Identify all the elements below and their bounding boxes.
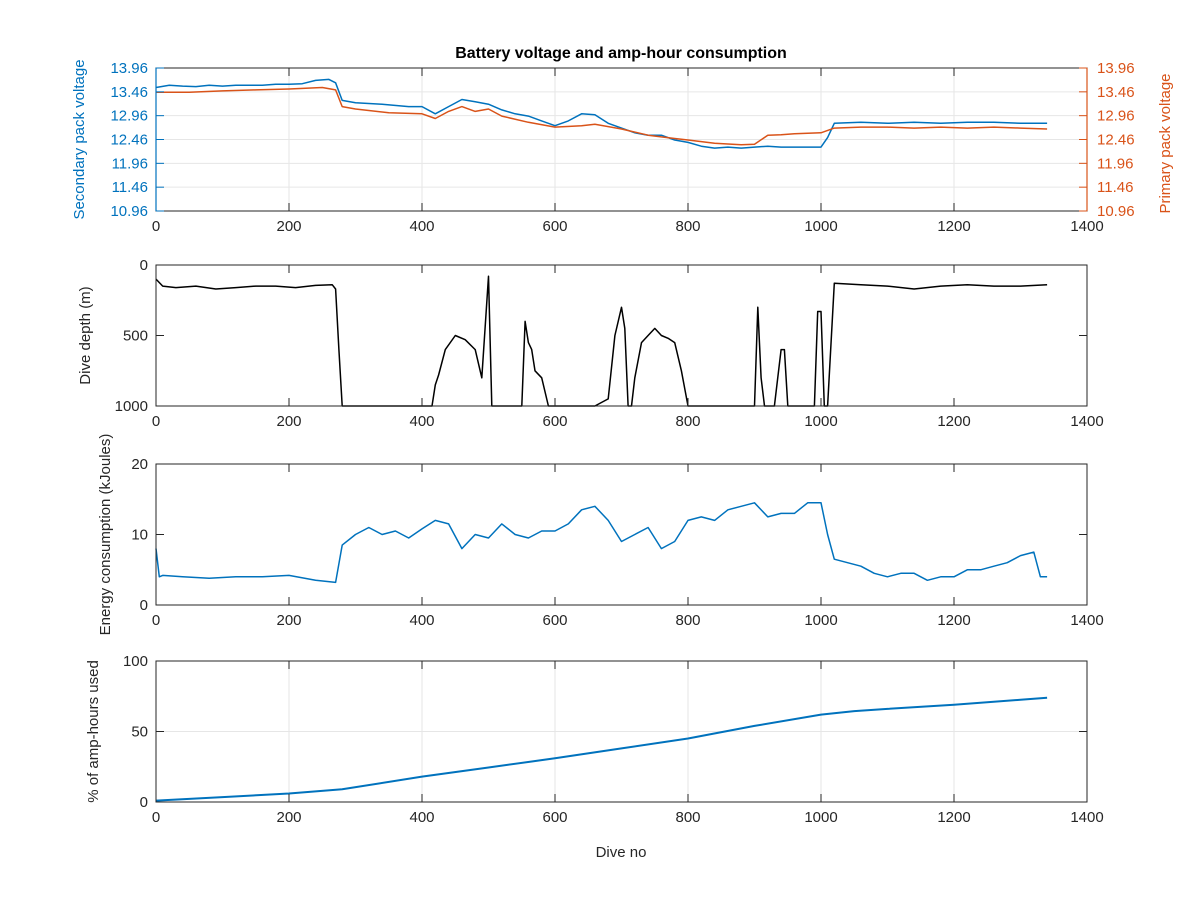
x-tick-label: 0	[152, 612, 160, 629]
axes-background	[156, 464, 1087, 605]
y-tick-label: 13.96	[110, 60, 148, 77]
y-tick-label-right: 12.46	[1097, 132, 1135, 149]
x-tick-label: 1400	[1070, 218, 1103, 235]
y-tick-label: 10	[131, 527, 148, 544]
x-tick-label: 1200	[937, 413, 970, 430]
x-tick-label: 1200	[937, 612, 970, 629]
x-tick-label: 1000	[804, 218, 837, 235]
x-tick-label: 400	[409, 809, 434, 826]
x-tick-label: 200	[276, 809, 301, 826]
y-tick-label: 500	[123, 328, 148, 345]
y-tick-label: 12.46	[110, 132, 148, 149]
y-tick-label: 20	[131, 456, 148, 473]
series-line-1	[155, 502, 1048, 584]
y-tick-label: 11.96	[112, 155, 148, 172]
y-tick-label: 1000	[115, 398, 148, 415]
x-tick-label: 0	[152, 413, 160, 430]
x-tick-label: 1400	[1070, 612, 1103, 629]
y-axis-label-right: Primary pack voltage	[1157, 73, 1174, 213]
x-tick-label: 800	[675, 809, 700, 826]
y-tick-label: 11.46	[112, 179, 148, 196]
x-tick-label: 600	[542, 612, 567, 629]
y-tick-label-right: 10.96	[1097, 203, 1135, 220]
subplot-2: 0 200 400 600 800 1000 1200 1400 0 500 1000 Dive de…	[77, 257, 1104, 430]
subplot-4: 0 200 400 600 800 1000 1200 1400 0 50 100 % of amp-…	[85, 653, 1104, 826]
x-tick-label: 400	[409, 218, 434, 235]
x-tick-label: 600	[542, 218, 567, 235]
x-tick-label: 1400	[1070, 809, 1103, 826]
y-axis-label: Dive depth (m)	[77, 286, 94, 384]
y-tick-label-right: 13.96	[1097, 60, 1135, 77]
y-axis-label: Secondary pack voltage	[71, 59, 88, 219]
y-tick-label-right: 11.46	[1097, 179, 1133, 196]
y-tick-label: 0	[140, 794, 148, 811]
y-axis-label: Energy consumption (kJoules)	[97, 434, 114, 636]
x-axis-label: Dive no	[596, 844, 647, 861]
x-tick-label: 0	[152, 809, 160, 826]
y-tick-label-right: 11.96	[1097, 155, 1133, 172]
x-tick-label: 1200	[937, 809, 970, 826]
y-tick-label: 0	[140, 257, 148, 274]
x-tick-label: 1200	[937, 218, 970, 235]
x-tick-label: 600	[542, 809, 567, 826]
x-tick-label: 1000	[804, 809, 837, 826]
subplot-3: 0 200 400 600 800 1000 1200 1400 0 10 20 Energy con…	[97, 434, 1104, 636]
y-tick-label-right: 13.46	[1097, 84, 1135, 101]
axes-background	[156, 265, 1087, 406]
y-tick-label-right: 12.96	[1097, 108, 1135, 125]
y-tick-label: 12.96	[110, 108, 148, 125]
x-tick-label: 400	[409, 413, 434, 430]
y-tick-label: 10.96	[110, 203, 148, 220]
y-tick-label: 13.46	[110, 84, 148, 101]
plot-area: 0 200 400 600 800 1000 1200 140013.9613.4612.96…	[71, 59, 1174, 826]
x-tick-label: 1400	[1070, 413, 1103, 430]
x-tick-label: 400	[409, 612, 434, 629]
subplot-1: 0 200 400 600 800 1000 1200 1400 13.96 13.46 12.96…	[71, 59, 1174, 235]
x-tick-label: 800	[675, 413, 700, 430]
y-tick-label: 50	[131, 724, 148, 741]
x-tick-label: 1000	[804, 612, 837, 629]
series-line-2	[156, 86, 1048, 146]
x-tick-label: 1000	[804, 413, 837, 430]
chart-title: Battery voltage and amp-hour consumption	[455, 45, 787, 62]
x-tick-label: 200	[276, 218, 301, 235]
series-line-1	[155, 78, 1048, 149]
x-tick-label: 200	[276, 413, 301, 430]
x-tick-label: 800	[675, 612, 700, 629]
x-tick-label: 0	[152, 218, 160, 235]
y-tick-label: 100	[123, 653, 148, 670]
x-tick-label: 200	[276, 612, 301, 629]
x-tick-label: 600	[542, 413, 567, 430]
series-line-1	[155, 696, 1048, 802]
y-axis-label: % of amp-hours used	[85, 660, 102, 803]
x-tick-label: 800	[675, 218, 700, 235]
y-tick-label: 0	[140, 597, 148, 614]
